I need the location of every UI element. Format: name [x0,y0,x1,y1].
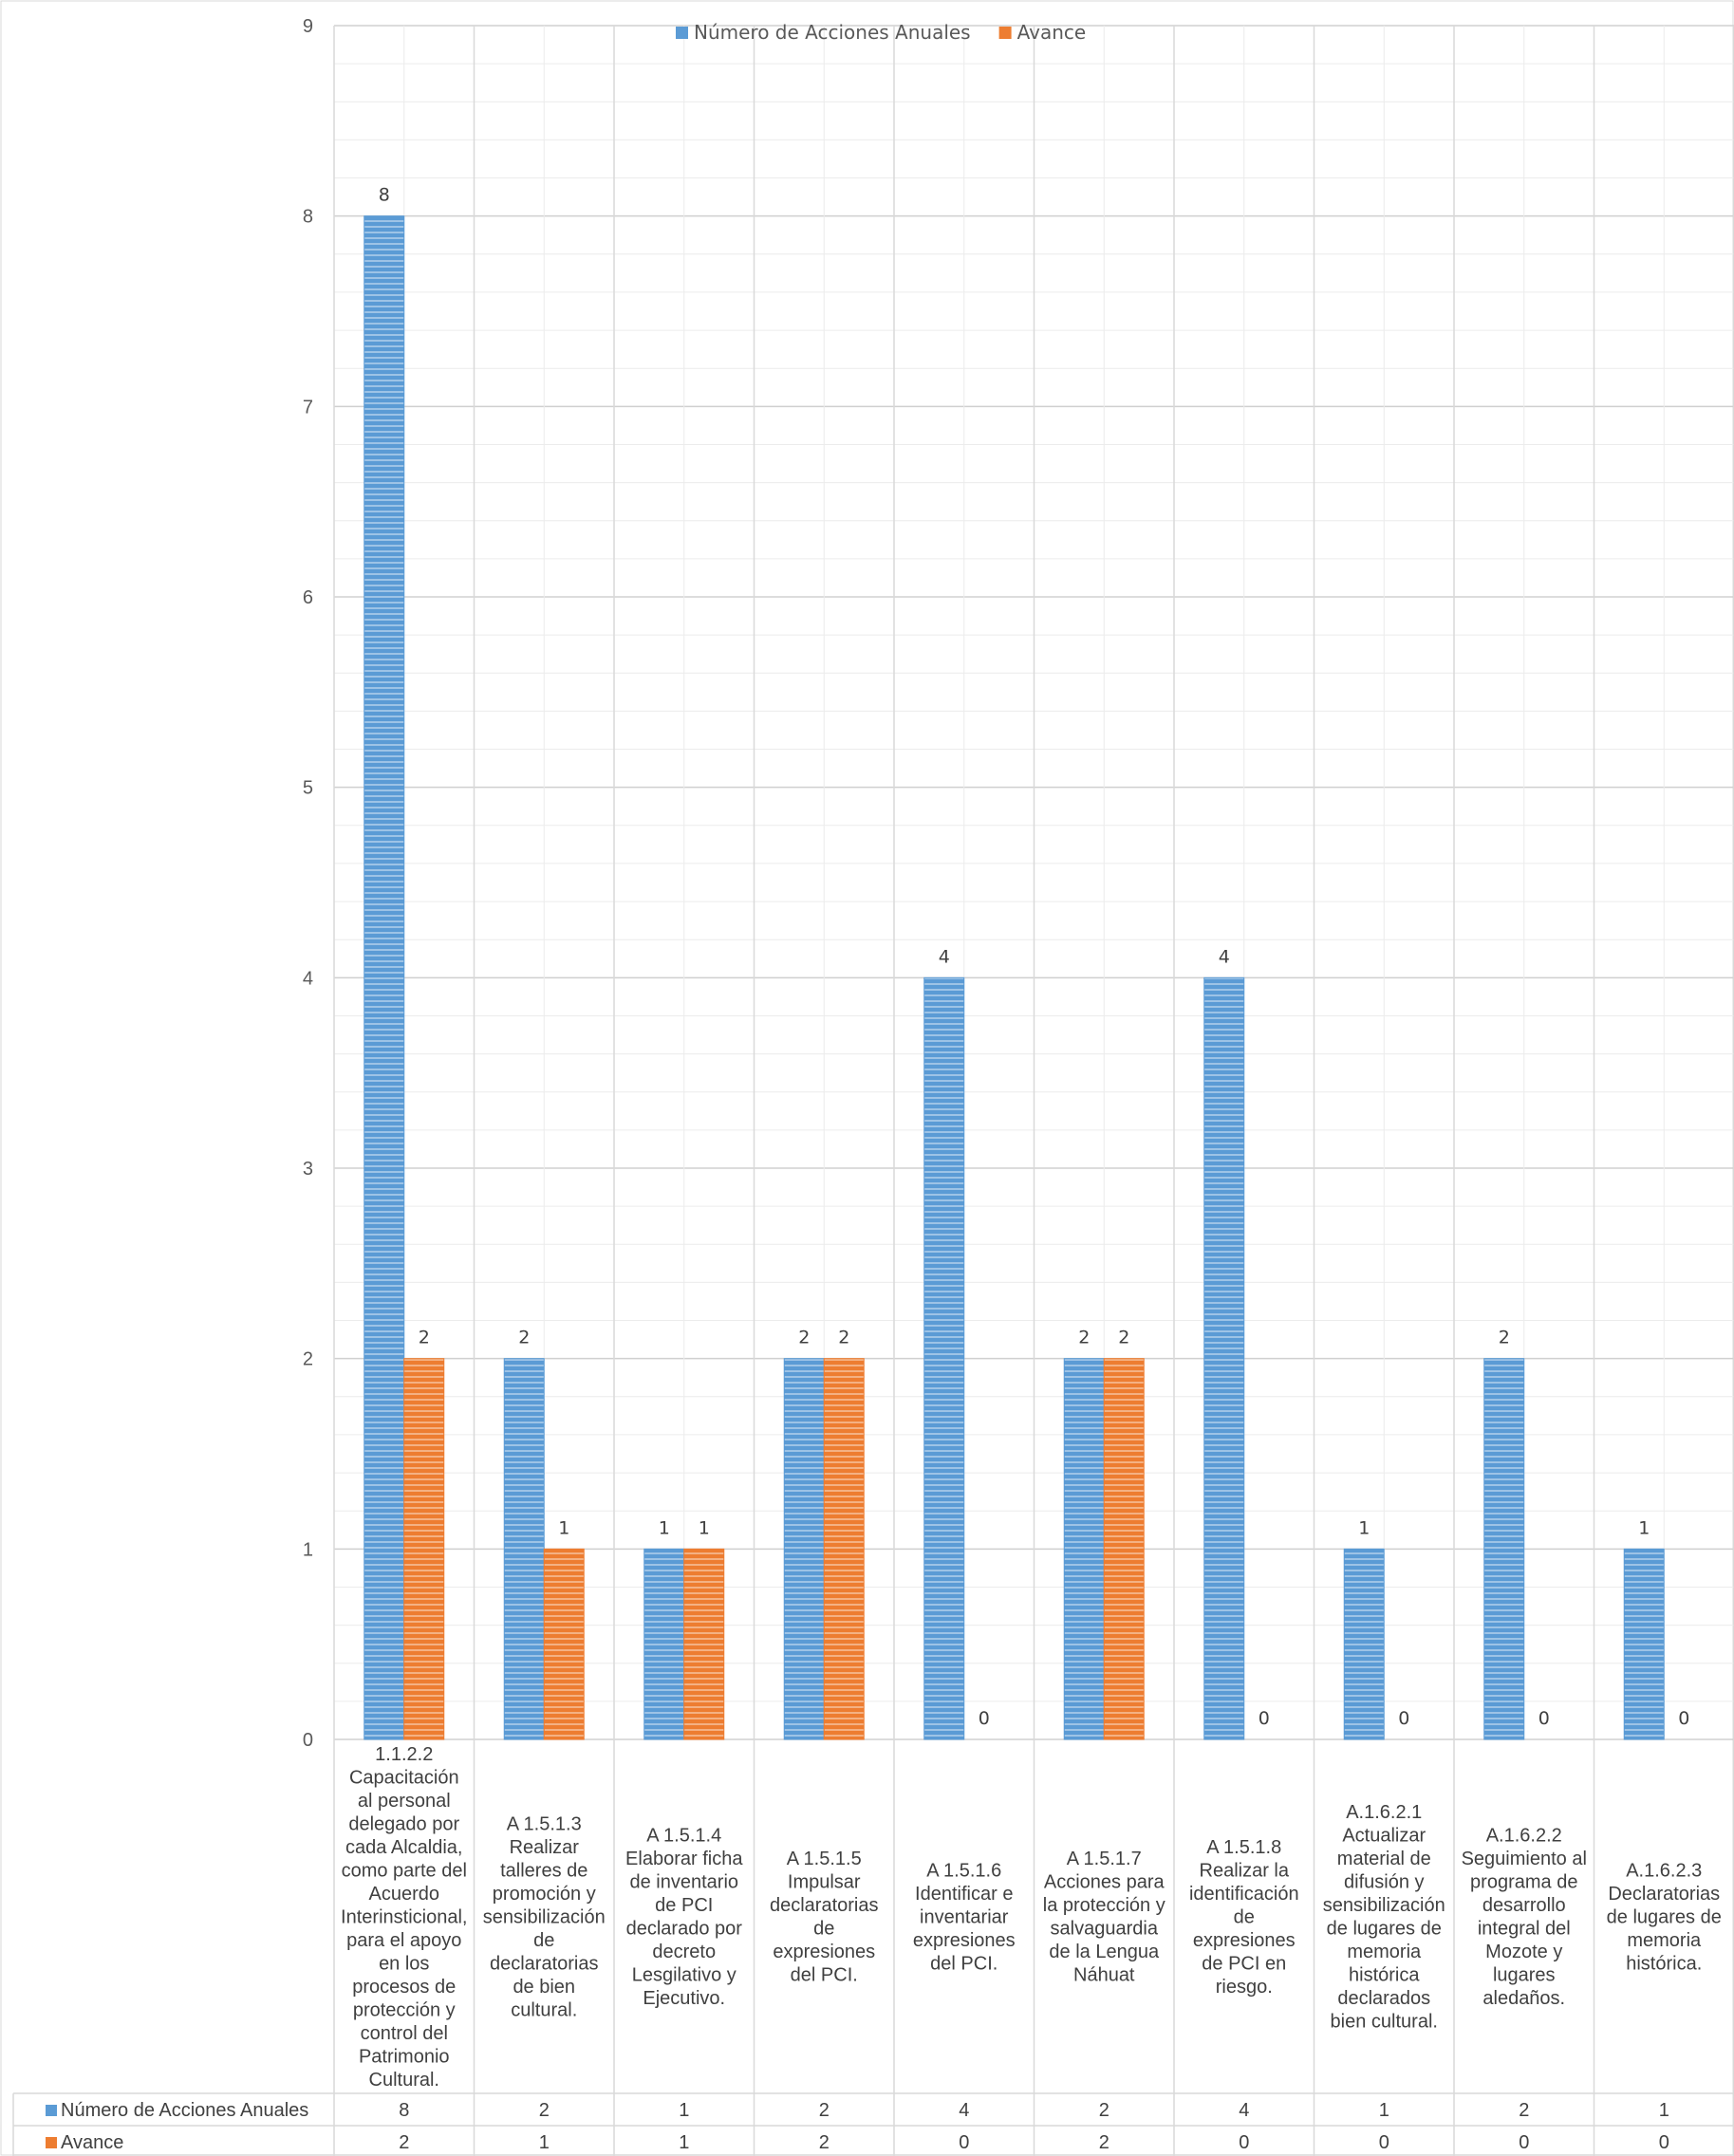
y-tick-label: 7 [303,397,313,418]
legend-key-1 [676,27,688,39]
data-labels: 8 2 1 2 4 2 4 1 2 1 2 1 1 2 0 2 0 0 0 0 [379,185,1690,1729]
data-label-acciones-10: 1 [1638,1517,1650,1538]
bar-acciones-4 [783,1358,825,1740]
data-label-acciones-8: 1 [1358,1517,1370,1538]
data-label-acciones-5: 4 [939,946,950,967]
bar-avance-6 [1103,1358,1145,1740]
x-category-label-9: A.1.6.2.2 Seguimiento al programa de desarr… [1462,1826,1587,2010]
table-legend-key [46,2137,57,2148]
y-tick-label: 1 [303,1539,313,1560]
data-label-avance-8: 0 [1398,1708,1409,1729]
legend-label-1: Número de Acciones Anuales [694,21,971,44]
data-label-avance-1: 2 [419,1328,430,1348]
table-cell: 1 [1659,2100,1669,2121]
data-label-acciones-3: 1 [659,1517,670,1538]
bars [364,215,1665,1740]
data-label-acciones-7: 4 [1219,946,1230,967]
y-tick-label: 9 [303,16,313,37]
data-label-avance-9: 0 [1538,1708,1550,1729]
x-category-label-1: 1.1.2.2 Capacitación al personal delegado p… [341,1744,467,2091]
table-cell: 4 [959,2100,969,2121]
data-label-avance-10: 0 [1678,1708,1689,1729]
table-cell: 4 [1239,2100,1249,2121]
table-cell: 1 [539,2132,550,2153]
x-category-label-3: A 1.5.1.4 Elaborar ficha de inventario de P… [625,1826,743,2010]
data-label-acciones-4: 2 [798,1328,810,1348]
x-category-label-8: A.1.6.2.1 Actualizar material de difusión y… [1323,1802,1445,2033]
legend-key-2 [998,27,1012,39]
data-label-acciones-1: 8 [379,185,390,206]
y-tick-label: 0 [303,1730,313,1751]
table-cell: 2 [539,2100,550,2121]
bar-acciones-7 [1203,976,1245,1740]
y-tick-label: 4 [303,968,313,989]
table-series-label: Avance [61,2132,123,2153]
table-cell: 0 [1659,2132,1669,2153]
data-label-avance-5: 0 [979,1708,990,1729]
bar-avance-1 [403,1358,445,1740]
y-tick-label: 5 [303,778,313,799]
table-cell: 2 [399,2132,409,2153]
table-cell: 1 [679,2132,689,2153]
data-label-acciones-2: 2 [518,1328,530,1348]
table-cell: 1 [679,2100,689,2121]
table-cell: 2 [1099,2132,1109,2153]
table-series-label: Número de Acciones Anuales [61,2100,308,2121]
data-label-avance-4: 2 [838,1328,849,1348]
y-tick-label: 2 [303,1349,313,1370]
table-cell: 8 [399,2100,409,2121]
table-legend-key [46,2105,57,2116]
table-cell: 0 [1379,2132,1389,2153]
x-category-label-4: A 1.5.1.5 Impulsar declaratorias de expresio… [770,1849,879,1986]
y-tick-label: 3 [303,1159,313,1180]
legend-label-2: Avance [1017,21,1087,44]
data-label-acciones-6: 2 [1078,1328,1090,1348]
x-category-label-5: A 1.5.1.6 Identificar e inventariar expresi… [913,1860,1016,1974]
data-label-avance-3: 1 [699,1517,710,1538]
y-tick-label: 8 [303,207,313,228]
data-label-avance-2: 1 [558,1517,569,1538]
bar-avance-4 [823,1358,865,1740]
bar-acciones-9 [1483,1358,1525,1740]
bar-acciones-6 [1063,1358,1105,1740]
table-cell: 0 [1519,2132,1529,2153]
bar-acciones-2 [503,1358,545,1740]
x-category-label-6: A 1.5.1.7 Acciones para la protección y sal… [1043,1849,1165,1986]
bar-acciones-1 [364,215,405,1740]
data-label-avance-7: 0 [1259,1708,1270,1729]
table-cell: 2 [1519,2100,1529,2121]
y-tick-label: 6 [303,587,313,608]
legend: Número de Acciones Anuales Avance [676,21,1086,44]
data-label-avance-6: 2 [1118,1328,1129,1348]
bar-acciones-5 [923,976,965,1740]
bar-acciones-10 [1623,1548,1665,1740]
table-cell: 2 [819,2132,830,2153]
table-cell: 2 [819,2100,830,2121]
table-cell: 2 [1099,2100,1109,2121]
data-label-acciones-9: 2 [1499,1328,1510,1348]
bar-acciones-8 [1343,1548,1385,1740]
axes: 0 1 2 3 4 5 6 7 8 9 1.1.2.2 Capacitación al personal… [303,16,1722,2091]
bar-acciones-3 [643,1548,685,1740]
bar-avance-3 [683,1548,725,1740]
x-category-label-10: A.1.6.2.3 Declaratorias de lugares de memor… [1607,1860,1722,1974]
x-category-label-7: A 1.5.1.8 Realizar la identificación de expr… [1189,1837,1299,1998]
table-cell: 0 [1239,2132,1249,2153]
table-cell: 1 [1379,2100,1389,2121]
table-cell: 0 [959,2132,969,2153]
data-table: Número de Acciones Anuales 8 2 1 2 4 2 4 1 2 1 Avan… [12,2092,1734,2156]
bar-avance-2 [543,1548,585,1740]
